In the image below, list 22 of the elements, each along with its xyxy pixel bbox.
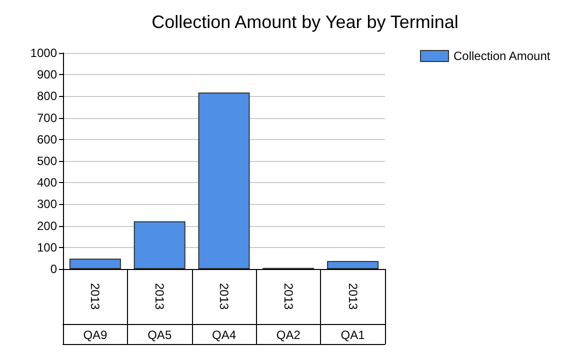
y-tick-label: 200: [36, 218, 58, 233]
bar: [69, 258, 121, 269]
y-tick-label: 900: [36, 68, 58, 82]
y-tick-label: 700: [36, 110, 58, 125]
y-tick-label: 600: [36, 132, 58, 146]
chart-title: Collection Amount by Year by Terminal: [152, 12, 458, 32]
category-label: 2013 QA5: [148, 283, 172, 342]
category-label: 2013 QA2: [276, 283, 300, 342]
y-tick-label: 400: [36, 176, 58, 190]
bar: [327, 261, 379, 269]
y-tick-label: 1000: [30, 46, 58, 60]
y-tick-label: 300: [36, 197, 58, 212]
category-label: 2013 QA1: [340, 283, 365, 342]
category-label: 2013 QA9: [83, 283, 108, 342]
y-tick-label: 800: [36, 89, 58, 104]
legend-label: Collection Amount: [454, 49, 551, 63]
bar: [134, 221, 186, 269]
bar: [198, 92, 250, 269]
y-tick-label: 100: [36, 240, 58, 254]
y-tick-label: 0: [50, 262, 58, 276]
category-label: 2013 QA4: [212, 283, 236, 342]
y-tick-label: 500: [36, 154, 58, 168]
